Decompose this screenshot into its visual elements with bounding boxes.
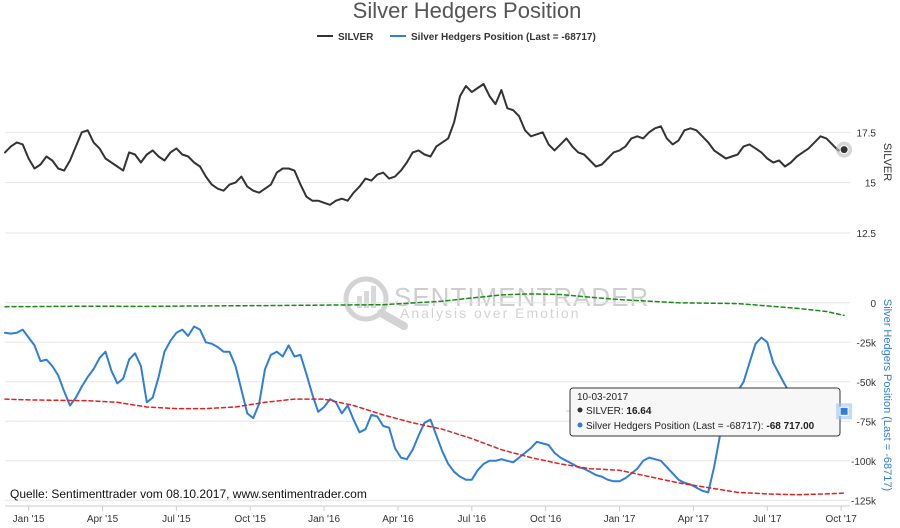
y-tick-label-hedgers-position: -25k — [857, 338, 877, 349]
x-tick-label: Jul '16 — [458, 514, 487, 525]
tooltip: 10-03-2017 SILVER: 16.64 Silver Hedgers … — [566, 387, 850, 437]
chart-title: Silver Hedgers Position — [353, 0, 582, 23]
legend-label-hedgers[interactable]: Silver Hedgers Position (Last = -68717) — [411, 32, 596, 43]
series-line-lower-band — [4, 398, 845, 496]
y-tick-label-hedgers-position: -50k — [857, 378, 877, 389]
y-axis-title-hedgers: Silver Hedgers Position (Last = -68717) — [881, 299, 893, 491]
x-tick-label: Oct '15 — [235, 514, 267, 525]
tooltip-silver-value: 16.64 — [626, 406, 651, 417]
watermark: SENTIMENTRADER Analysis over Emotion — [343, 276, 649, 330]
tooltip-silver-dot-icon — [577, 407, 583, 413]
watermark-bar-2 — [364, 291, 369, 308]
tooltip-silver-row: SILVER: 16.64 — [586, 406, 652, 417]
x-tick-label: Jan '17 — [604, 514, 636, 525]
watermark-bar-1 — [357, 296, 362, 308]
series-line-silver — [4, 83, 846, 206]
x-tick-label: Apr '17 — [678, 514, 710, 525]
series-line-silver-hedgers-position-last-68717 — [4, 325, 846, 494]
tooltip-hedgers-value: -68 717.00 — [766, 421, 814, 432]
y-tick-label-hedgers-position: -125k — [851, 496, 877, 507]
watermark-title: SENTIMENTRADER — [394, 282, 649, 312]
x-tick-label: Apr '16 — [382, 514, 414, 525]
y-tick-label-hedgers-position: 0 — [870, 299, 876, 310]
y-tick-label-silver-price: 12.5 — [857, 229, 877, 240]
tooltip-hedgers-label: Silver Hedgers Position (Last = -68717): — [586, 421, 766, 432]
watermark-magnifier-icon — [343, 276, 389, 322]
series-layer — [4, 83, 846, 496]
x-tick-label: Oct '16 — [530, 514, 562, 525]
legend-label-silver[interactable]: SILVER — [338, 32, 374, 43]
x-tick-label: Jan '15 — [13, 514, 45, 525]
y-tick-label-silver-price: 17.5 — [857, 128, 877, 139]
grid-layer — [5, 131, 850, 511]
watermark-magnifier-handle — [377, 309, 408, 330]
x-tick-label: Oct '17 — [825, 514, 857, 525]
tooltip-hedgers-dot-icon — [577, 422, 583, 428]
ticks-layer: 12.5 15 17.5 0 -25k -50k -75k -100k -125k Jan '15… — [13, 128, 877, 525]
y-tick-label-hedgers-position: -100k — [851, 457, 877, 468]
x-tick-label: Jul '15 — [162, 514, 191, 525]
hedgers-hover-marker[interactable] — [839, 406, 849, 416]
silver-hover-marker[interactable] — [839, 145, 849, 155]
x-tick-label: Jan '16 — [308, 514, 340, 525]
source-note: Quelle: Sentimenttrader vom 08.10.2017, … — [10, 487, 367, 501]
x-tick-label: Jul '17 — [753, 514, 782, 525]
tooltip-silver-label: SILVER: — [586, 406, 626, 417]
legend[interactable]: SILVER Silver Hedgers Position (Last = -… — [317, 32, 596, 43]
y-tick-label-silver-price: 15 — [865, 179, 877, 190]
watermark-bar-3 — [371, 286, 376, 308]
y-axis-title-silver: SILVER — [881, 143, 893, 181]
series-line-upper-band — [4, 293, 845, 317]
watermark-subtitle: Analysis over Emotion — [400, 305, 581, 321]
y-tick-label-hedgers-position: -75k — [857, 417, 877, 428]
tooltip-hedgers-row: Silver Hedgers Position (Last = -68717):… — [586, 421, 815, 432]
tooltip-date: 10-03-2017 — [577, 392, 629, 403]
x-tick-label: Apr '15 — [87, 514, 119, 525]
